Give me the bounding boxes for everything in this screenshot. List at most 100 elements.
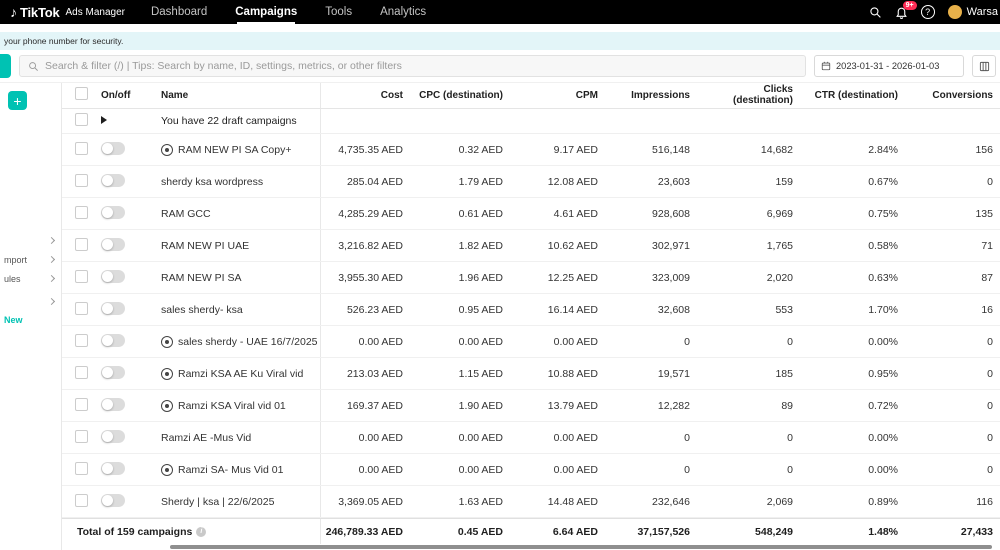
campaign-onoff-toggle[interactable] bbox=[101, 398, 125, 411]
columns-icon bbox=[979, 61, 990, 72]
campaign-onoff-toggle[interactable] bbox=[101, 366, 125, 379]
impressions-cell: 0 bbox=[604, 464, 696, 476]
cost-cell: 4,285.29 AED bbox=[321, 208, 409, 220]
table-row[interactable]: RAM NEW PI SA Copy+ 4,735.35 AED 0.32 AE… bbox=[62, 134, 1000, 166]
expand-triangle-icon[interactable] bbox=[101, 116, 107, 124]
row-checkbox-cell bbox=[73, 206, 101, 222]
toggle-knob bbox=[102, 367, 113, 378]
table-row[interactable]: RAM GCC 4,285.29 AED 0.61 AED 4.61 AED 9… bbox=[62, 198, 1000, 230]
draft-campaigns-row[interactable]: You have 22 draft campaigns bbox=[62, 109, 1000, 135]
row-checkbox[interactable] bbox=[75, 302, 88, 315]
row-checkbox[interactable] bbox=[75, 206, 88, 219]
sidebar-item-rules[interactable]: ules bbox=[0, 269, 61, 288]
tiktok-logo[interactable]: TikTok Ads Manager bbox=[10, 5, 125, 20]
sidebar-item-0[interactable] bbox=[0, 231, 61, 250]
col-cpc[interactable]: CPC (destination) bbox=[409, 90, 509, 102]
col-clicks[interactable]: Clicks (destination) bbox=[696, 84, 799, 107]
table-settings-button[interactable] bbox=[972, 55, 996, 77]
table-row[interactable]: Ramzi SA- Mus Vid 01 0.00 AED 0.00 AED 0… bbox=[62, 454, 1000, 486]
nav-item-dashboard[interactable]: Dashboard bbox=[151, 0, 207, 24]
sidebar-item-3[interactable] bbox=[0, 292, 61, 311]
campaign-name-cell[interactable]: RAM GCC bbox=[155, 198, 321, 229]
table-row[interactable]: sherdy ksa wordpress 285.04 AED 1.79 AED… bbox=[62, 166, 1000, 198]
table-row[interactable]: Sherdy | ksa | 22/6/2025 3,369.05 AED 1.… bbox=[62, 486, 1000, 518]
col-cpm[interactable]: CPM bbox=[509, 90, 604, 102]
row-checkbox-cell bbox=[73, 142, 101, 158]
campaign-onoff-toggle[interactable] bbox=[101, 174, 125, 187]
chevron-right-icon bbox=[48, 275, 55, 282]
main-area: + mport ules New On/off bbox=[0, 82, 1000, 550]
col-conversions[interactable]: Conversions bbox=[904, 90, 999, 102]
nav-item-analytics[interactable]: Analytics bbox=[380, 0, 426, 24]
campaign-name-cell[interactable]: sales sherdy - UAE 16/7/2025 bbox=[155, 326, 321, 357]
date-range-picker[interactable]: 2023-01-31 - 2026-01-03 bbox=[814, 55, 964, 77]
create-campaign-button[interactable]: + bbox=[8, 91, 27, 110]
col-onoff[interactable]: On/off bbox=[101, 90, 155, 102]
campaign-name-cell[interactable]: RAM NEW PI SA Copy+ bbox=[155, 134, 321, 165]
table-row[interactable]: Ramzi AE -Mus Vid 0.00 AED 0.00 AED 0.00… bbox=[62, 422, 1000, 454]
help-icon[interactable]: ? bbox=[921, 5, 935, 19]
clicks-cell: 0 bbox=[696, 464, 799, 476]
campaign-name-cell[interactable]: Sherdy | ksa | 22/6/2025 bbox=[155, 486, 321, 517]
info-icon[interactable] bbox=[196, 527, 206, 537]
campaign-name-cell[interactable]: Ramzi SA- Mus Vid 01 bbox=[155, 454, 321, 485]
col-impressions[interactable]: Impressions bbox=[604, 90, 696, 102]
table-row[interactable]: Ramzi KSA AE Ku Viral vid 213.03 AED 1.1… bbox=[62, 358, 1000, 390]
nav-item-tools[interactable]: Tools bbox=[325, 0, 352, 24]
nav-item-campaigns[interactable]: Campaigns bbox=[235, 0, 297, 24]
campaign-name-cell[interactable]: Ramzi KSA AE Ku Viral vid bbox=[155, 358, 321, 389]
impressions-cell: 323,009 bbox=[604, 272, 696, 284]
table-row[interactable]: sales sherdy- ksa 526.23 AED 0.95 AED 16… bbox=[62, 294, 1000, 326]
campaign-onoff-toggle[interactable] bbox=[101, 270, 125, 283]
cpm-cell: 12.25 AED bbox=[509, 272, 604, 284]
campaign-name-cell[interactable]: RAM NEW PI UAE bbox=[155, 230, 321, 261]
row-checkbox[interactable] bbox=[75, 174, 88, 187]
campaign-onoff-toggle[interactable] bbox=[101, 430, 125, 443]
campaign-name-cell[interactable]: Ramzi KSA Viral vid 01 bbox=[155, 390, 321, 421]
campaign-name-cell[interactable]: sales sherdy- ksa bbox=[155, 294, 321, 325]
brand-name: TikTok bbox=[20, 5, 60, 20]
col-cost[interactable]: Cost bbox=[321, 90, 409, 102]
notifications-bell-icon[interactable]: 9+ bbox=[895, 6, 908, 19]
row-checkbox[interactable] bbox=[75, 366, 88, 379]
row-checkbox[interactable] bbox=[75, 494, 88, 507]
campaign-onoff-toggle[interactable] bbox=[101, 142, 125, 155]
row-checkbox[interactable] bbox=[75, 238, 88, 251]
row-checkbox[interactable] bbox=[75, 270, 88, 283]
row-checkbox[interactable] bbox=[75, 398, 88, 411]
campaign-name-cell[interactable]: sherdy ksa wordpress bbox=[155, 166, 321, 197]
table-row[interactable]: Ramzi KSA Viral vid 01 169.37 AED 1.90 A… bbox=[62, 390, 1000, 422]
table-row[interactable]: RAM NEW PI SA 3,955.30 AED 1.96 AED 12.2… bbox=[62, 262, 1000, 294]
panel-collapse-tab[interactable] bbox=[0, 54, 11, 78]
ctr-cell: 0.89% bbox=[799, 496, 904, 508]
search-input[interactable] bbox=[45, 60, 797, 72]
campaign-name-cell[interactable]: RAM NEW PI SA bbox=[155, 262, 321, 293]
campaign-onoff-toggle[interactable] bbox=[101, 462, 125, 475]
campaign-name-cell[interactable]: Ramzi AE -Mus Vid bbox=[155, 422, 321, 453]
user-menu[interactable]: Warsa bbox=[948, 5, 998, 19]
draft-row-checkbox[interactable] bbox=[75, 113, 88, 126]
table-row[interactable]: sales sherdy - UAE 16/7/2025 0.00 AED 0.… bbox=[62, 326, 1000, 358]
row-checkbox[interactable] bbox=[75, 334, 88, 347]
sidebar-item-import[interactable]: mport bbox=[0, 250, 61, 269]
row-checkbox[interactable] bbox=[75, 142, 88, 155]
search-icon[interactable] bbox=[869, 6, 882, 19]
cpc-cell: 0.61 AED bbox=[409, 208, 509, 220]
campaign-onoff-toggle[interactable] bbox=[101, 494, 125, 507]
campaign-onoff-toggle[interactable] bbox=[101, 334, 125, 347]
select-all-checkbox[interactable] bbox=[75, 87, 88, 100]
row-checkbox[interactable] bbox=[75, 430, 88, 443]
scrollbar-thumb[interactable] bbox=[170, 545, 992, 549]
topbar-actions: 9+ ? Warsa bbox=[869, 5, 1000, 19]
row-checkbox[interactable] bbox=[75, 462, 88, 475]
campaign-onoff-toggle[interactable] bbox=[101, 238, 125, 251]
search-filter-box[interactable] bbox=[19, 55, 806, 77]
campaign-onoff-toggle[interactable] bbox=[101, 206, 125, 219]
avatar bbox=[948, 5, 962, 19]
col-name[interactable]: Name bbox=[155, 83, 321, 108]
col-ctr[interactable]: CTR (destination) bbox=[799, 90, 904, 102]
horizontal-scrollbar bbox=[62, 544, 1000, 550]
campaign-onoff-toggle[interactable] bbox=[101, 302, 125, 315]
total-impressions: 37,157,526 bbox=[604, 526, 696, 538]
table-row[interactable]: RAM NEW PI UAE 3,216.82 AED 1.82 AED 10.… bbox=[62, 230, 1000, 262]
